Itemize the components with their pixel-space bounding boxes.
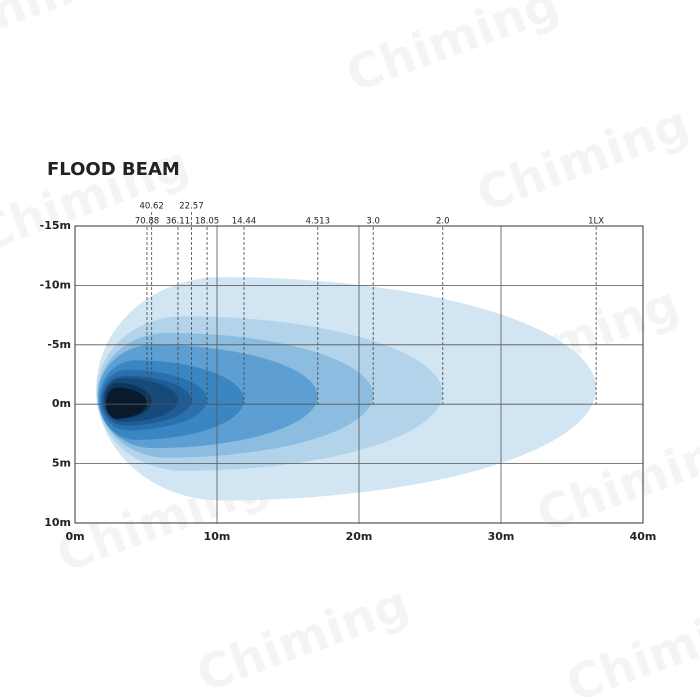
watermark: Chiming — [0, 0, 176, 53]
lux-label: 1LX — [588, 217, 604, 227]
x-tick-label: 10m — [204, 530, 231, 543]
lux-label: 36.11 — [166, 217, 190, 227]
lux-label: 18.05 — [195, 217, 219, 227]
watermark: Chiming — [339, 0, 566, 103]
watermark: Chiming — [0, 135, 196, 263]
lux-label: 2.0 — [436, 217, 450, 227]
lux-label: 70.88 — [135, 217, 159, 227]
lux-label: 40.62 — [140, 202, 164, 212]
watermark: Chiming — [469, 95, 696, 223]
y-tick-label: 0m — [52, 397, 71, 410]
watermark: Chiming — [189, 575, 416, 700]
lux-label: 14.44 — [232, 217, 256, 227]
y-tick-label: -15m — [40, 219, 71, 232]
y-tick-label: 10m — [44, 516, 71, 529]
y-tick-label: -10m — [40, 278, 71, 291]
lux-label: 22.57 — [179, 202, 203, 212]
y-tick-label: -5m — [47, 338, 71, 351]
x-tick-label: 20m — [346, 530, 373, 543]
chart-title: FLOOD BEAM — [47, 159, 180, 180]
x-tick-label: 30m — [488, 530, 515, 543]
watermark: Chiming — [559, 585, 700, 700]
beam-contour — [106, 387, 147, 419]
x-tick-label: 40m — [630, 530, 657, 543]
plot-frame — [74, 225, 644, 524]
lux-label: 3.0 — [366, 217, 380, 227]
y-tick-label: 5m — [52, 457, 71, 470]
lux-label: 4.513 — [306, 217, 330, 227]
x-tick-label: 0m — [65, 530, 84, 543]
